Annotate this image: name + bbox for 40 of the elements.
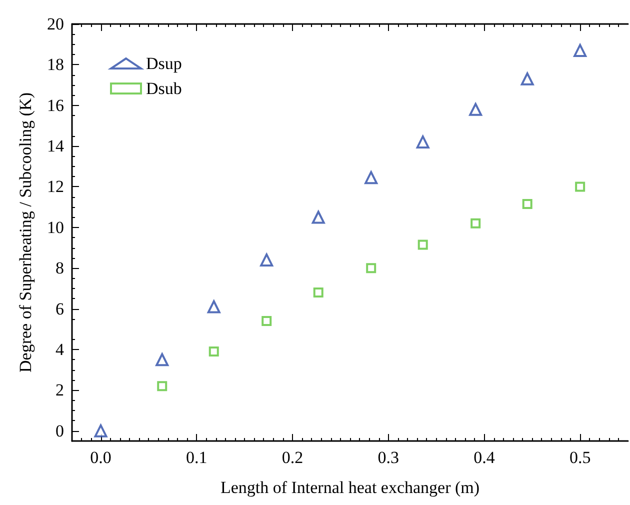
point	[522, 199, 532, 210]
point	[312, 210, 325, 224]
point	[207, 300, 220, 314]
point	[157, 381, 168, 392]
y-tick-label: 14	[47, 136, 64, 156]
y-tick-label: 0	[56, 421, 64, 440]
y-tick-label: 16	[47, 96, 64, 115]
point	[313, 288, 324, 298]
x-tick-label: 0.4	[474, 448, 496, 467]
legend-label: Dsup	[146, 54, 182, 73]
x-tick-label: 0.0	[90, 448, 112, 467]
point	[366, 263, 376, 274]
point	[520, 72, 534, 86]
x-axis-title: Length of Internal heat exchanger (m)	[220, 478, 480, 497]
point	[469, 102, 482, 116]
point	[208, 346, 219, 356]
x-tick-label: 0.1	[186, 448, 208, 467]
x-tick-label: 0.3	[378, 448, 399, 467]
point	[156, 353, 169, 366]
point	[418, 240, 428, 250]
y-tick-label: 18	[47, 55, 64, 74]
y-tick-label: 8	[56, 258, 64, 278]
y-tick-label: 20	[47, 14, 64, 34]
y-tick-label: 12	[47, 177, 64, 196]
point	[575, 182, 586, 192]
point	[262, 316, 272, 326]
point	[470, 218, 481, 228]
x-tick-label: 0.5	[569, 448, 591, 467]
point	[260, 253, 274, 266]
y-axis-title: Degree of Superheating / Subcooling (K)	[16, 92, 35, 372]
y-tick-label: 6	[56, 299, 64, 318]
point	[364, 171, 378, 184]
legend-label: Dsub	[146, 79, 182, 98]
x-tick-label: 0.2	[282, 448, 304, 467]
point	[416, 135, 430, 148]
y-tick-label: 2	[56, 380, 64, 400]
point	[94, 424, 108, 438]
y-tick-label: 10	[47, 218, 64, 237]
point	[574, 44, 587, 57]
y-tick-label: 4	[56, 340, 64, 359]
